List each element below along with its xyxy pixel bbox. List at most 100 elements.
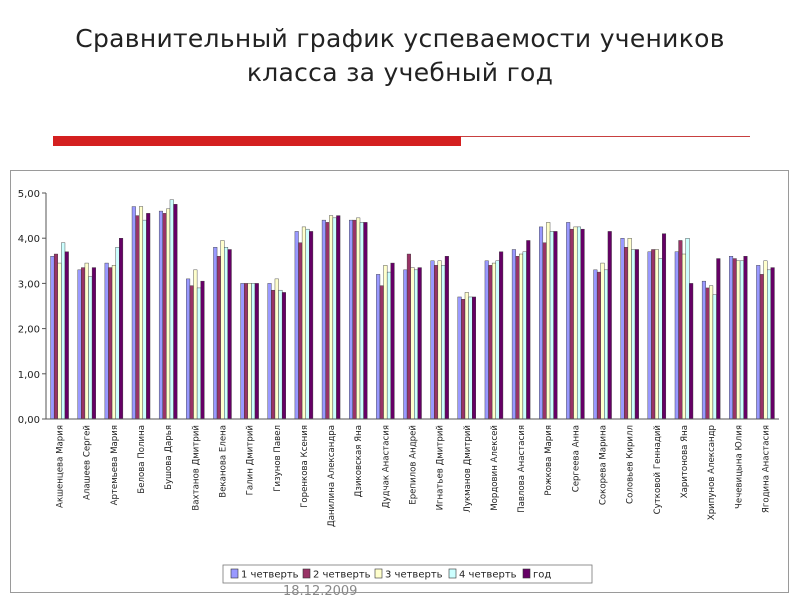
y-tick-label: 5,00 — [18, 189, 40, 200]
x-tick-label: Алашеев Сергей — [83, 425, 93, 500]
x-tick-label: Ягодина Анастасия — [761, 425, 771, 513]
bar — [386, 271, 391, 420]
bar — [596, 271, 601, 420]
bar — [332, 217, 337, 420]
bar — [634, 249, 639, 420]
bar — [511, 249, 516, 420]
bar — [244, 283, 249, 420]
x-tick-label: Веканова Елена — [219, 425, 229, 498]
y-tick-label: 0,00 — [18, 415, 40, 426]
bar — [441, 265, 446, 420]
bar — [736, 260, 741, 420]
bar — [200, 280, 205, 420]
bar — [495, 260, 500, 420]
slide-title: Сравнительный график успеваемости ученик… — [0, 22, 800, 90]
bar — [759, 274, 764, 420]
bar — [271, 289, 276, 420]
bar — [631, 249, 636, 420]
legend-swatch — [448, 568, 457, 579]
bar — [57, 262, 62, 420]
bar — [739, 260, 744, 420]
bar — [50, 256, 55, 420]
bar — [464, 292, 469, 420]
x-tick-label: Рожкова Мария — [544, 425, 554, 496]
bar — [173, 204, 178, 420]
bar — [356, 217, 361, 420]
bar — [522, 251, 527, 420]
bar — [499, 251, 504, 420]
x-tick-label: Мордовин Алексей — [490, 425, 500, 511]
legend-swatch — [374, 568, 383, 579]
bar — [254, 283, 259, 420]
bar — [352, 219, 357, 420]
bar — [294, 231, 299, 420]
bar — [169, 199, 174, 420]
bar — [651, 249, 656, 420]
bar — [732, 258, 737, 420]
bar — [729, 256, 734, 420]
x-tick-label: Артемьева Мария — [110, 425, 120, 505]
bar — [251, 283, 256, 420]
bar — [468, 296, 473, 420]
bar — [146, 213, 151, 420]
legend-label: 4 четверть — [459, 570, 517, 581]
bar — [196, 287, 201, 420]
bar — [53, 253, 58, 420]
bar — [115, 247, 120, 420]
bar — [689, 283, 694, 420]
x-tick-label: Сокорева Марина — [599, 425, 609, 505]
bar — [756, 265, 761, 420]
bar — [91, 267, 96, 420]
bar — [701, 280, 706, 420]
bar — [220, 240, 225, 420]
x-tick-label: Дудчак Анастасия — [381, 425, 391, 508]
x-tick-label: Соловьев Кирилл — [626, 425, 636, 504]
x-tick-label: Лукманов Дмитрий — [463, 425, 473, 513]
bar — [767, 269, 772, 420]
legend-label: 2 четверть — [313, 570, 371, 581]
bar — [770, 267, 775, 420]
grades-chart: 0,00 1,00 2,00 3,00 4,00 5,00 Акшенцева Мария А… — [18, 189, 779, 584]
accent-bar — [53, 136, 461, 146]
bar — [430, 260, 435, 420]
x-tick-label: Сергеева Анна — [571, 425, 581, 492]
bar — [526, 240, 531, 420]
bar — [213, 247, 218, 420]
bar — [743, 256, 748, 420]
bar — [716, 258, 721, 420]
bar — [135, 215, 140, 420]
bar — [654, 249, 659, 420]
bar — [647, 251, 652, 420]
bar — [111, 265, 116, 420]
x-tick-label: Галин Дмитрий — [246, 425, 256, 495]
x-tick-label: Горенкова Ксения — [300, 425, 310, 508]
x-tick-label: Хрипунов Александр — [707, 425, 717, 520]
x-tick-label: Бушова Дарья — [164, 425, 174, 490]
bar — [593, 269, 598, 420]
bar — [624, 247, 629, 420]
x-tick-label: Харитонова Яна — [680, 425, 690, 498]
bar — [61, 242, 66, 420]
legend-label: 3 четверть — [385, 570, 443, 581]
bar — [281, 292, 286, 420]
chart-frame: 0,00 1,00 2,00 3,00 4,00 5,00 Акшенцева Мария А… — [10, 170, 789, 593]
bar — [267, 283, 272, 420]
bar — [712, 294, 717, 420]
bar — [193, 269, 198, 420]
bar — [569, 228, 574, 420]
bar — [406, 253, 411, 420]
bar — [580, 228, 585, 420]
bar — [227, 249, 232, 420]
bar — [166, 208, 171, 420]
slide-title-line-1: Сравнительный график успеваемости ученик… — [75, 24, 725, 53]
bar — [410, 267, 415, 420]
bar — [379, 285, 384, 420]
bar — [301, 226, 306, 420]
x-tick-label: Гизунов Павел — [273, 425, 283, 492]
bar — [162, 213, 167, 420]
x-tick-label: Акшенцева Мария — [56, 425, 66, 508]
bar — [491, 262, 496, 420]
bar — [484, 260, 489, 420]
slide-date: 18.12.2009 — [283, 584, 358, 599]
y-tick-label: 2,00 — [18, 325, 40, 336]
